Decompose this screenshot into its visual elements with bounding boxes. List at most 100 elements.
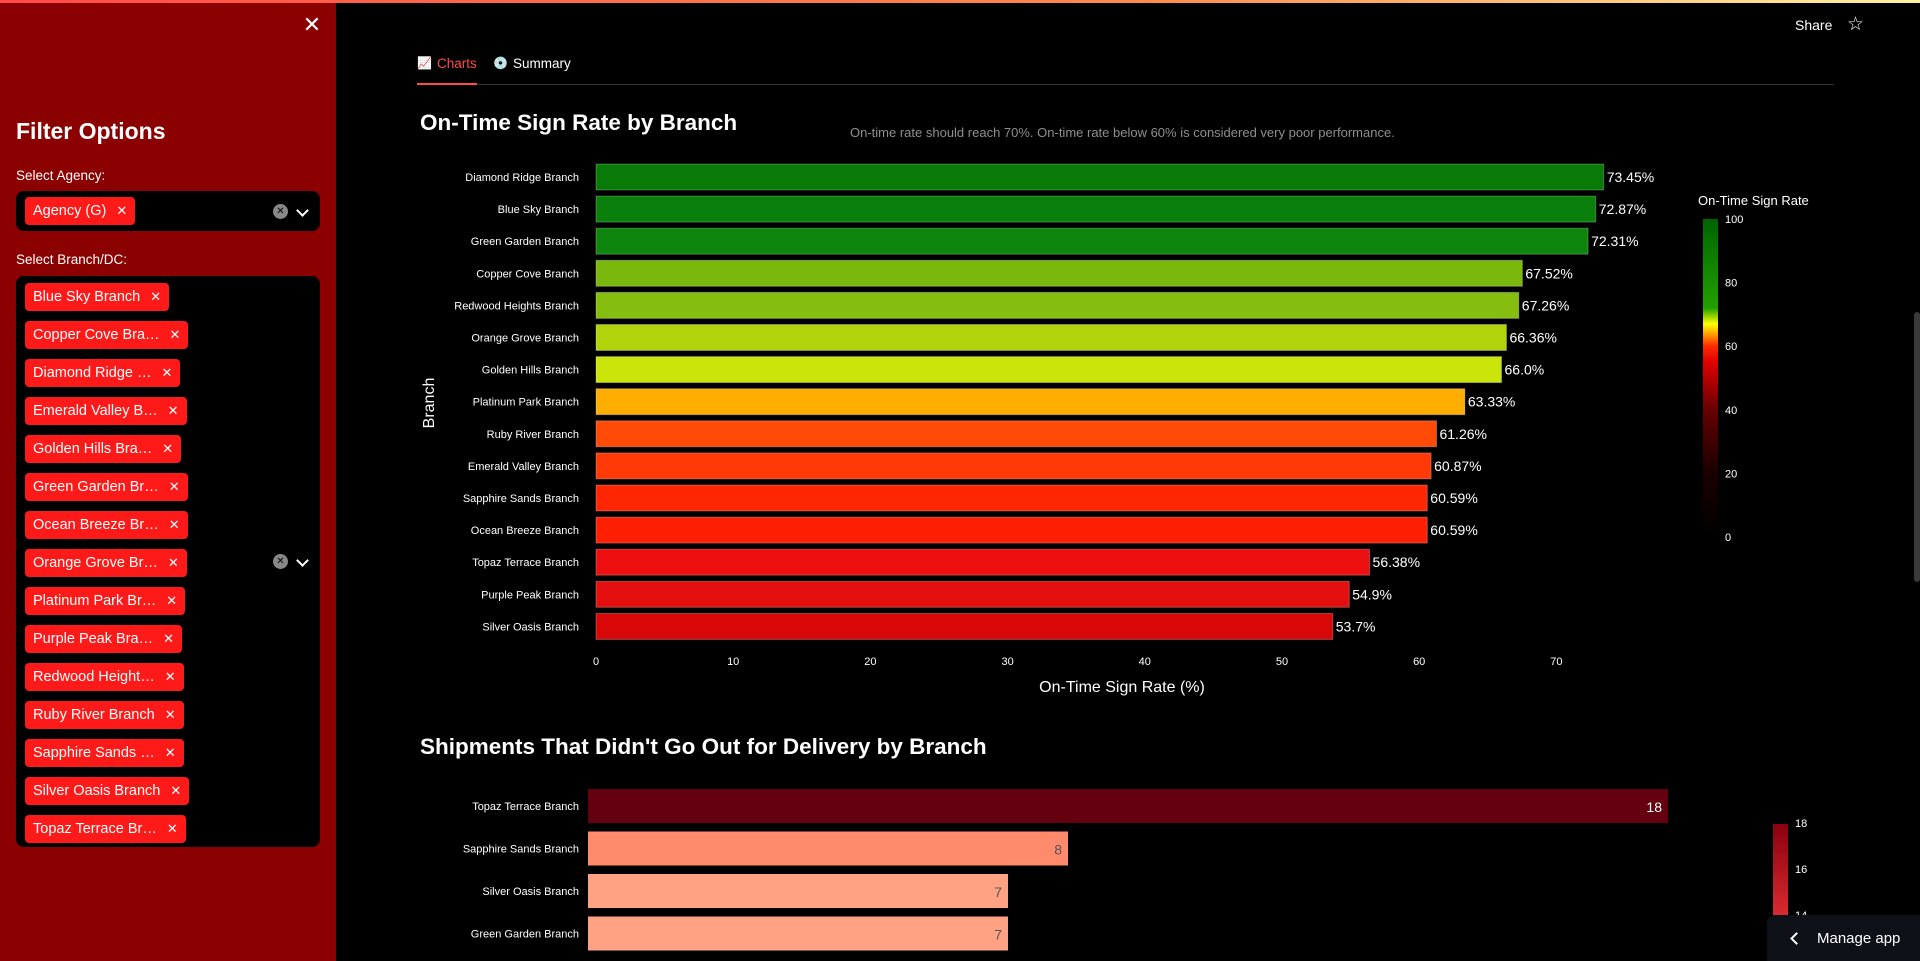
data-label: 56.38%: [1373, 554, 1420, 570]
x-tick-label: 20: [864, 656, 876, 668]
manage-app-label: Manage app: [1817, 929, 1901, 947]
branch-chip: Emerald Valley B… ✕: [25, 397, 187, 425]
x-tick-label: 70: [1550, 656, 1562, 668]
branch-chip: Topaz Terrace Br… ✕: [25, 815, 186, 843]
category-label: Silver Oasis Branch: [482, 621, 579, 633]
clear-all-icon[interactable]: ✕: [273, 554, 288, 569]
remove-chip-icon[interactable]: ✕: [167, 555, 179, 571]
remove-chip-icon[interactable]: ✕: [163, 631, 174, 647]
bar[interactable]: [595, 548, 1371, 576]
category-label: Diamond Ridge Branch: [465, 172, 579, 184]
remove-chip-icon[interactable]: ✕: [164, 707, 176, 723]
remove-chip-icon[interactable]: ✕: [116, 203, 128, 219]
remove-chip-icon[interactable]: ✕: [170, 783, 182, 799]
remove-chip-icon[interactable]: ✕: [162, 441, 174, 457]
data-label: 73.45%: [1607, 169, 1654, 185]
bar[interactable]: [595, 259, 1523, 287]
branch-chip: Golden Hills Bra… ✕: [25, 435, 182, 463]
remove-chip-icon[interactable]: ✕: [164, 669, 176, 685]
branch-chip: Diamond Ridge … ✕: [25, 359, 181, 387]
remove-chip-icon[interactable]: ✕: [164, 745, 176, 761]
category-label: Silver Oasis Branch: [482, 886, 579, 898]
sidebar: ✕ Filter Options Select Agency: Agency (…: [0, 0, 336, 961]
close-sidebar-button[interactable]: ✕: [302, 13, 322, 38]
bar[interactable]: [595, 612, 1334, 640]
category-label: Golden Hills Branch: [482, 365, 579, 377]
branch-chip: Purple Peak Bra… ✕: [25, 625, 182, 653]
bar[interactable]: [595, 195, 1597, 223]
bar[interactable]: [595, 484, 1428, 512]
branch-chip: Sapphire Sands … ✕: [25, 739, 184, 767]
category-label: Sapphire Sands Branch: [463, 493, 579, 505]
bar[interactable]: [588, 916, 1008, 951]
category-label: Purple Peak Branch: [481, 589, 579, 601]
bar[interactable]: [595, 163, 1605, 191]
agency-multiselect[interactable]: Agency (G) ✕ ✕: [16, 191, 320, 231]
branch-chip: Redwood Height… ✕: [25, 663, 184, 691]
category-label: Green Garden Branch: [471, 236, 579, 248]
bar[interactable]: [595, 227, 1589, 255]
bar[interactable]: [588, 831, 1068, 866]
bar[interactable]: [595, 291, 1520, 319]
x-tick-label: 60: [1413, 656, 1425, 668]
tab-summary[interactable]: 💿 Summary: [493, 56, 571, 85]
data-label: 72.31%: [1591, 233, 1638, 249]
data-label: 7: [994, 927, 1002, 943]
remove-chip-icon[interactable]: ✕: [166, 593, 178, 609]
data-label: 53.7%: [1336, 618, 1376, 634]
remove-chip-icon[interactable]: ✕: [167, 403, 179, 419]
x-tick-label: 50: [1276, 656, 1288, 668]
colorbar-tick: 40: [1725, 405, 1737, 417]
data-label: 61.26%: [1439, 426, 1486, 442]
star-icon[interactable]: ☆: [1847, 13, 1865, 35]
bar[interactable]: [588, 789, 1668, 823]
sidebar-title: Filter Options: [16, 118, 166, 144]
branch-multiselect[interactable]: Blue Sky Branch ✕ Copper Cove Bra… ✕ Diamond…: [16, 276, 320, 847]
colorbar-tick: 100: [1725, 214, 1743, 226]
chart2-title: Shipments That Didn't Go Out for Deliver…: [420, 734, 987, 759]
remove-chip-icon[interactable]: ✕: [169, 327, 181, 343]
y-axis-label: Branch: [421, 378, 438, 429]
category-label: Platinum Park Branch: [473, 397, 579, 409]
category-label: Topaz Terrace Branch: [472, 801, 579, 813]
page-scrollbar[interactable]: [1914, 312, 1920, 582]
remove-chip-icon[interactable]: ✕: [168, 479, 180, 495]
tab-summary-label: Summary: [512, 56, 571, 71]
bar[interactable]: [595, 388, 1466, 416]
remove-chip-icon[interactable]: ✕: [166, 821, 178, 837]
remove-chip-icon[interactable]: ✕: [161, 365, 173, 381]
chevron-left-icon: [1789, 933, 1799, 943]
data-label: 60.87%: [1434, 458, 1481, 474]
data-label: 60.59%: [1430, 490, 1477, 506]
x-tick-label: 30: [1001, 656, 1013, 668]
data-label: 8: [1054, 842, 1062, 858]
branch-chip: Green Garden Br… ✕: [25, 473, 188, 501]
tab-charts[interactable]: 📈 Charts: [417, 56, 477, 85]
bar[interactable]: [595, 356, 1503, 384]
data-label: 67.26%: [1522, 297, 1569, 313]
branch-chip: Blue Sky Branch ✕: [25, 283, 170, 311]
data-label: 54.9%: [1352, 586, 1392, 602]
branch-label: Select Branch/DC:: [16, 252, 128, 267]
clear-all-icon[interactable]: ✕: [273, 204, 288, 219]
agency-chip: Agency (G) ✕: [25, 197, 136, 225]
colorbar-tick: 60: [1725, 341, 1737, 353]
bar[interactable]: [588, 874, 1008, 908]
share-button[interactable]: Share: [1795, 17, 1833, 33]
branch-chip: Copper Cove Bra… ✕: [25, 321, 189, 349]
data-label: 63.33%: [1468, 394, 1515, 410]
remove-chip-icon[interactable]: ✕: [168, 517, 180, 533]
remove-chip-icon[interactable]: ✕: [150, 289, 162, 305]
category-label: Copper Cove Branch: [476, 268, 579, 280]
bar[interactable]: [595, 452, 1432, 480]
agency-label: Select Agency:: [16, 168, 106, 183]
bar[interactable]: [595, 420, 1437, 448]
manage-app-button[interactable]: Manage app: [1767, 915, 1920, 961]
colorbar-title: On-Time Sign Rate: [1698, 193, 1809, 208]
bar[interactable]: [595, 324, 1507, 351]
bar[interactable]: [595, 580, 1350, 608]
data-label: 72.87%: [1599, 201, 1646, 217]
x-tick-label: 0: [593, 656, 599, 668]
bar[interactable]: [595, 516, 1428, 544]
